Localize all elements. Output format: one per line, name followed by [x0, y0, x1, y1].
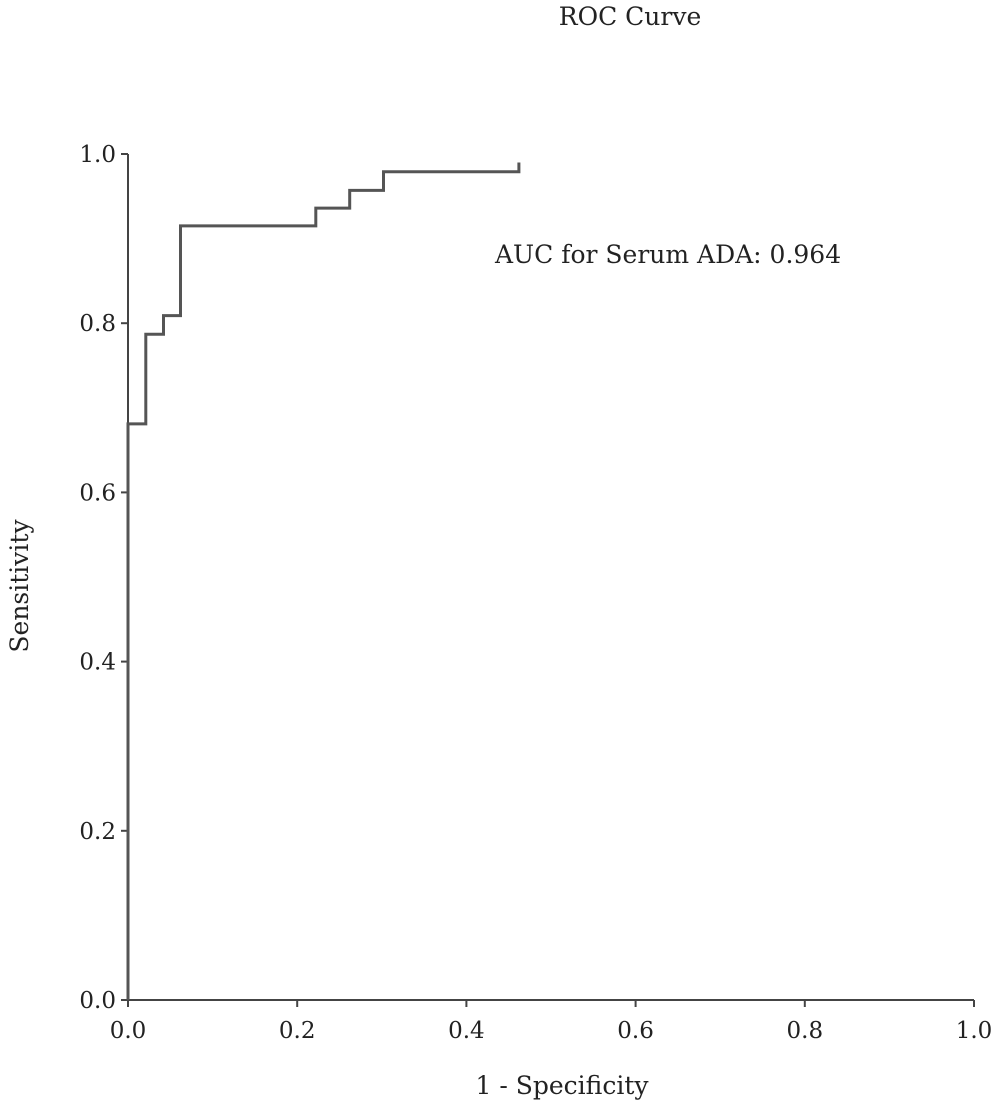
x-axis-label: 1 - Specificity	[475, 1071, 649, 1100]
y-tick-label: 0.0	[79, 988, 116, 1014]
x-tick-label: 1.0	[956, 1018, 993, 1044]
x-tick-label: 0.2	[279, 1018, 316, 1044]
y-tick-label: 0.2	[79, 819, 116, 845]
x-tick-label: 0.4	[448, 1018, 485, 1044]
y-axis-label: Sensitivity	[5, 519, 34, 653]
chart-title: ROC Curve	[559, 2, 702, 31]
auc-annotation: AUC for Serum ADA: 0.964	[494, 240, 841, 269]
y-tick-label: 0.4	[79, 650, 116, 676]
x-tick-label: 0.6	[617, 1018, 654, 1044]
x-ticks: 0.0 0.2 0.4 0.6 0.8 1.0	[110, 1000, 993, 1044]
y-ticks: 0.0 0.2 0.4 0.6 0.8 1.0	[79, 142, 128, 1014]
series-layer	[126, 162, 521, 1000]
y-tick-label: 0.8	[79, 311, 116, 337]
x-tick-label: 0.0	[110, 1018, 147, 1044]
y-tick-label: 1.0	[79, 142, 116, 168]
roc-curve-line	[126, 162, 521, 1000]
y-tick-label: 0.6	[79, 480, 116, 506]
x-tick-label: 0.8	[787, 1018, 824, 1044]
